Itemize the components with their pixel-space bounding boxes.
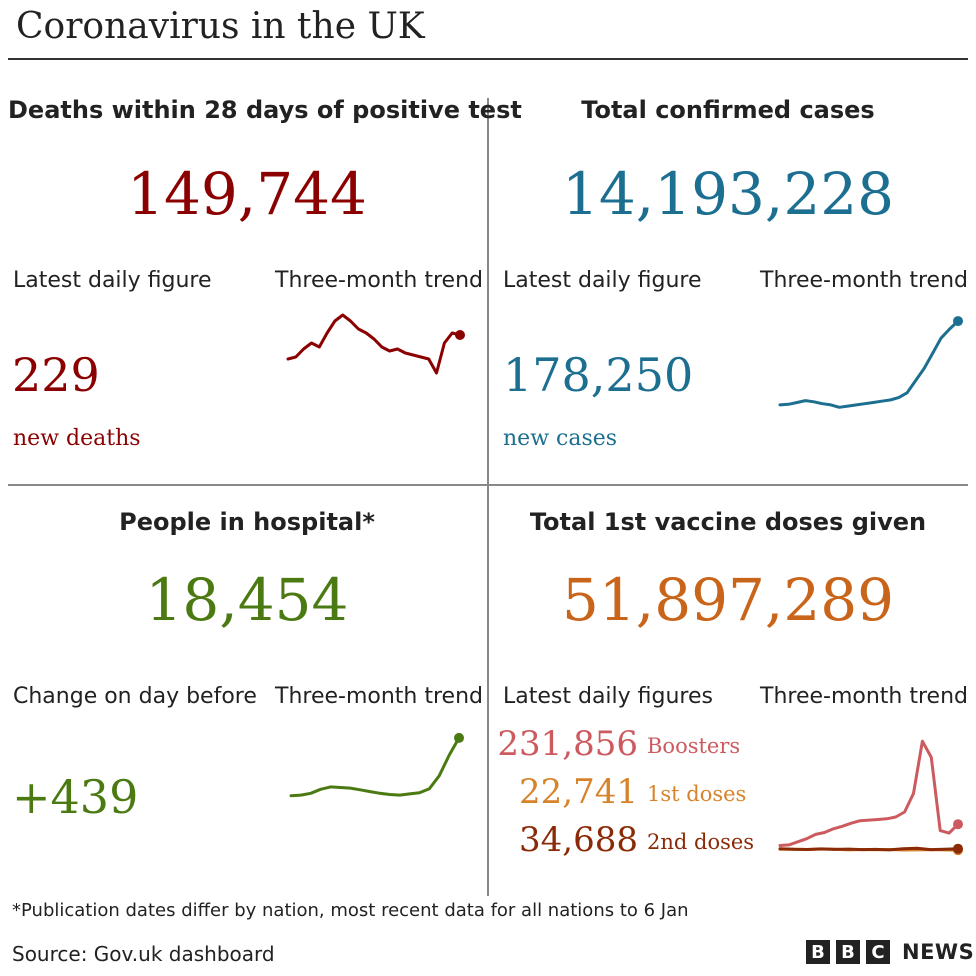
deaths-daily-label: Latest daily figure xyxy=(13,268,212,293)
footnote: *Publication dates differ by nation, mos… xyxy=(12,900,689,921)
second-doses-value: 34,688 xyxy=(519,820,638,860)
vaccines-daily-label: Latest daily figures xyxy=(503,684,713,709)
hospital-trend-endpoint xyxy=(454,732,464,743)
bbc-logo-letter: C xyxy=(866,940,890,964)
hospital-daily-label: Change on day before xyxy=(13,684,257,709)
deaths-daily-value: 229 xyxy=(12,348,100,402)
hospital-trend-line xyxy=(289,736,461,798)
cases-trend-line xyxy=(778,319,960,409)
deaths-trend-label: Three-month trend xyxy=(275,268,483,293)
boosters-trend-endpoint xyxy=(953,819,963,830)
deaths-trend-endpoint xyxy=(455,330,465,340)
cases-trend-chart xyxy=(778,316,963,409)
vaccines-heading: Total 1st vaccine doses given xyxy=(529,508,927,536)
deaths-trend-line xyxy=(286,313,462,375)
bbc-logo-letter: B xyxy=(836,940,860,964)
bbc-logo-news: NEWS xyxy=(902,940,975,964)
first-doses-value: 22,741 xyxy=(519,772,638,812)
boosters-trend-line xyxy=(778,739,960,847)
deaths-total: 149,744 xyxy=(127,160,367,228)
page-title: Coronavirus in the UK xyxy=(16,6,425,47)
vaccines-trend-label: Three-month trend xyxy=(760,684,968,709)
horizontal-divider xyxy=(8,484,968,486)
second-doses-trend-endpoint xyxy=(953,843,963,854)
hospital-trend-chart xyxy=(289,732,464,798)
hospital-daily-value: +439 xyxy=(12,770,139,824)
source-note: Source: Gov.uk dashboard xyxy=(12,942,275,966)
bbc-logo-letter: B xyxy=(806,940,830,964)
cases-daily-value: 178,250 xyxy=(503,348,694,402)
deaths-heading: Deaths within 28 days of positive test xyxy=(8,96,522,124)
second-doses-label: 2nd doses xyxy=(647,830,755,854)
cases-daily-label: Latest daily figure xyxy=(503,268,702,293)
second-doses-trend-line xyxy=(778,846,960,852)
hospital-heading: People in hospital* xyxy=(119,508,375,536)
deaths-trend-chart xyxy=(286,313,465,375)
cases-total: 14,193,228 xyxy=(561,160,895,228)
hospital-trend-label: Three-month trend xyxy=(275,684,483,709)
cases-daily-unit: new cases xyxy=(503,426,618,451)
cases-heading: Total confirmed cases xyxy=(581,96,875,124)
deaths-daily-unit: new deaths xyxy=(13,426,141,451)
hospital-total: 18,454 xyxy=(145,566,349,634)
cases-trend-label: Three-month trend xyxy=(760,268,968,293)
bbc-news-logo: B B C NEWS xyxy=(806,940,974,964)
boosters-label: Boosters xyxy=(647,734,741,758)
boosters-value: 231,856 xyxy=(497,724,638,764)
title-rule xyxy=(8,58,968,60)
cases-trend-endpoint xyxy=(953,316,963,327)
first-doses-label: 1st doses xyxy=(647,782,747,806)
vertical-divider xyxy=(487,98,489,896)
vaccines-trend-chart xyxy=(778,739,963,856)
vaccines-total: 51,897,289 xyxy=(561,566,895,634)
